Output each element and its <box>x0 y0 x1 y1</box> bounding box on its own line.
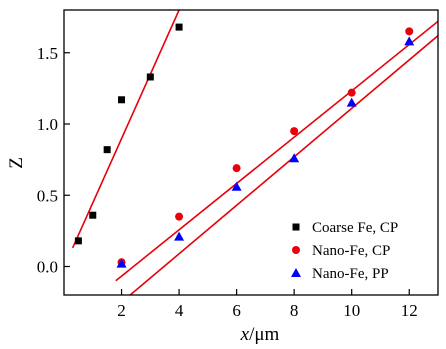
data-point-square <box>118 96 126 104</box>
y-axis-label: Z <box>6 157 27 169</box>
legend-label: Nano-Fe, PP <box>312 266 389 282</box>
plot-frame <box>63 9 439 296</box>
legend-label: Coarse Fe, CP <box>312 220 398 236</box>
y-tick-label: 0.0 <box>37 258 58 277</box>
data-point-triangle <box>116 258 127 268</box>
legend-marker-circle <box>292 246 300 254</box>
x-axis-label-unit: /μm <box>249 324 279 345</box>
data-point-square <box>89 211 97 219</box>
data-point-triangle <box>174 231 185 241</box>
x-axis-label: x/μm <box>240 324 280 345</box>
y-tick-label: 1.5 <box>37 44 58 63</box>
data-markers <box>74 23 415 268</box>
data-point-square <box>103 146 111 154</box>
legend-marker-square <box>292 223 300 231</box>
y-tick-label: 1.0 <box>37 115 58 134</box>
x-tick-label: 12 <box>401 301 418 320</box>
data-point-circle <box>175 212 184 221</box>
legend: Coarse Fe, CP Nano-Fe, CP Nano-Fe, PP <box>291 220 398 282</box>
data-point-triangle <box>289 153 300 163</box>
y-tick-label: 0.5 <box>37 186 58 205</box>
fit-lines <box>71 10 438 295</box>
x-axis-label-symbol: x <box>240 324 250 345</box>
x-tick-label: 6 <box>232 301 241 320</box>
data-point-square <box>146 73 154 81</box>
data-point-triangle <box>346 97 357 107</box>
x-tick-label: 10 <box>343 301 360 320</box>
data-point-circle <box>347 88 356 97</box>
x-tick-label: 8 <box>290 301 299 320</box>
data-point-circle <box>232 164 241 173</box>
data-point-triangle <box>231 181 242 191</box>
axis-ticks: 2 4 6 8 10 12 0.0 0.5 1.0 1.5 <box>37 44 418 320</box>
fit-line-triangle <box>129 35 438 295</box>
legend-marker-triangle <box>291 268 301 277</box>
x-tick-label: 2 <box>117 301 126 320</box>
legend-label: Nano-Fe, CP <box>312 243 390 259</box>
x-tick-label: 4 <box>175 301 184 320</box>
fit-line-circle <box>115 20 438 282</box>
data-point-square <box>74 237 82 245</box>
data-point-circle <box>290 127 299 136</box>
data-point-square <box>175 23 183 31</box>
data-point-circle <box>405 27 414 36</box>
data-point-triangle <box>404 36 415 46</box>
fit-line-square <box>71 10 180 249</box>
